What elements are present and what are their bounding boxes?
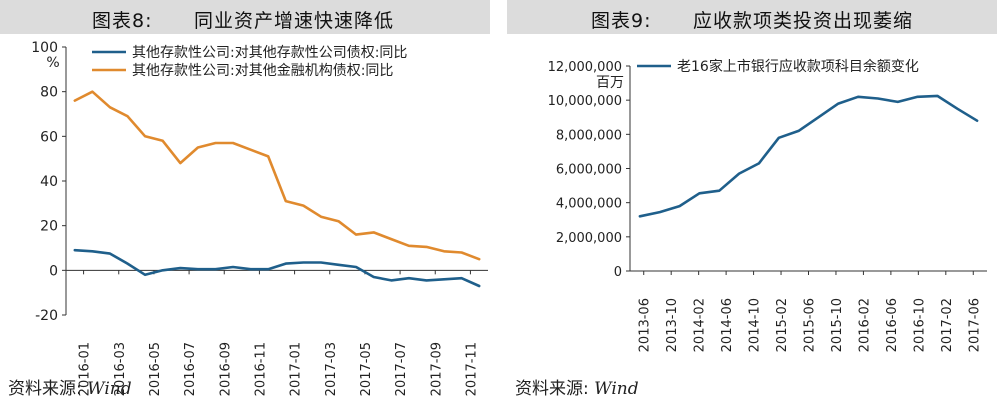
line-chart-interbank: -20 0 20 40 60 80 100 2016-01 2016-03 2016-05 2016… [31, 40, 488, 396]
x-tick-label: 2017-07 [394, 342, 409, 396]
x-tick-label: 2016-05 [148, 342, 163, 396]
x-tick-label: 2017-06 [967, 298, 982, 352]
x-tick-label: 2017-05 [359, 342, 374, 396]
x-tick-label: 2015-10 [830, 298, 845, 352]
x-tick-label: 2016-06 [885, 298, 900, 352]
chart-panel-right: 图表9: 应收款项类投资出现萎缩 0 2,000,000 4,000,000 6,00… [507, 0, 1007, 400]
y-unit-label: 百万 [596, 75, 624, 91]
x-tick-label: 2013-10 [665, 298, 680, 352]
x-tick-label: 2016-07 [183, 342, 198, 396]
legend-label: 其他存款性公司:对其他存款性公司债权:同比 [132, 45, 407, 61]
chart-title: 同业资产增速快速降低 [194, 10, 395, 32]
y-tick-label: -20 [35, 308, 58, 324]
y-tick-label: 6,000,000 [556, 163, 622, 178]
y-unit-label: % [46, 55, 59, 71]
x-tick-label: 2016-01 [78, 342, 93, 396]
source-note: 资料来源: Wind [515, 374, 639, 399]
line-chart-receivables: 0 2,000,000 4,000,000 6,000,000 8,000,000 10,… [548, 58, 987, 352]
x-tick-label: 2016-09 [218, 342, 233, 396]
x-tick-label: 2017-11 [464, 342, 479, 396]
x-tick-label: 2015-02 [775, 298, 790, 352]
x-tick-label: 2017-02 [940, 298, 955, 352]
series-line [73, 248, 481, 288]
series-line [73, 90, 481, 261]
y-tick-label: 12,000,000 [548, 60, 622, 75]
source-name: Wind [87, 379, 132, 399]
y-tick-label: 2,000,000 [556, 231, 622, 246]
x-tick-label: 2015-06 [803, 298, 818, 352]
chart-title-bar: 图表8: 同业资产增速快速降低 [0, 0, 490, 34]
y-tick-label: 60 [40, 129, 58, 145]
legend-label: 老16家上市银行应收款项科目余额变化 [677, 58, 919, 75]
chart-title-bar: 图表9: 应收款项类投资出现萎缩 [507, 0, 997, 34]
y-tick-label: 20 [40, 219, 58, 235]
x-tick-label: 2017-01 [289, 342, 304, 396]
source-label: 资料来源: [8, 379, 88, 399]
y-tick-label: 0 [49, 263, 58, 279]
x-tick-label: 2016-03 [113, 342, 128, 396]
figure-label: 图表9: [591, 10, 652, 32]
y-tick-label: 0 [614, 265, 622, 280]
x-tick-label: 2016-11 [253, 342, 268, 396]
y-tick-label: 100 [31, 40, 58, 56]
x-tick-label: 2016-02 [857, 298, 872, 352]
x-tick-label: 2014-02 [693, 298, 708, 352]
chart-title: 应收款项类投资出现萎缩 [693, 10, 914, 32]
y-tick-label: 10,000,000 [548, 94, 622, 109]
y-tick-label: 40 [40, 174, 58, 190]
figure-label: 图表8: [92, 10, 153, 32]
x-tick-label: 2017-09 [429, 342, 444, 396]
x-tick-label: 2014-10 [748, 298, 763, 352]
x-tick-label: 2017-03 [324, 342, 339, 396]
source-label: 资料来源: [515, 379, 595, 399]
source-name: Wind [594, 379, 639, 399]
legend-label: 其他存款性公司:对其他金融机构债权:同比 [132, 63, 393, 79]
x-tick-label: 2016-10 [912, 298, 927, 352]
x-tick-label: 2013-06 [638, 298, 653, 352]
series-line [638, 94, 979, 218]
source-note: 资料来源: Wind [8, 374, 132, 399]
y-tick-label: 80 [40, 85, 58, 101]
y-tick-label: 4,000,000 [556, 197, 622, 212]
y-tick-label: 8,000,000 [556, 128, 622, 143]
x-tick-label: 2014-06 [720, 298, 735, 352]
chart-panel-left: 图表8: 同业资产增速快速降低 -20 0 20 40 60 80 100 2016-01 20… [0, 0, 500, 400]
